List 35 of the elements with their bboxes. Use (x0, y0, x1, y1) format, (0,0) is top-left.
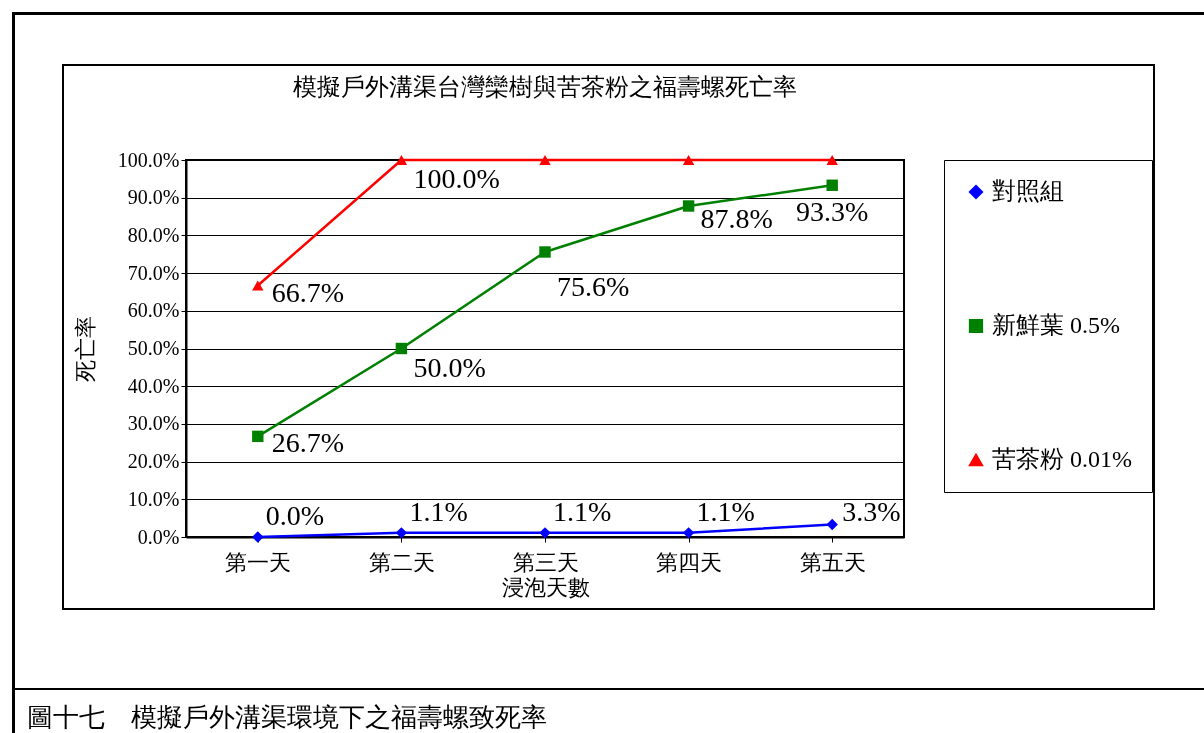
x-tick-label: 第二天 (368, 549, 435, 575)
y-tick-label: 100.0% (117, 148, 180, 171)
x-tick-label: 第四天 (656, 549, 723, 575)
legend-label: 苦茶粉 0.01% (992, 446, 1132, 472)
y-tick-label: 40.0% (127, 374, 180, 397)
y-tick-label: 50.0% (127, 337, 180, 359)
x-axis-title: 浸泡天數 (501, 574, 590, 600)
y-tick-label: 90.0% (127, 186, 180, 209)
y-axis-title: 死亡率 (72, 316, 98, 382)
data-label: 1.1% (553, 495, 612, 527)
data-label: 66.7% (271, 276, 345, 308)
data-label: 3.3% (842, 495, 901, 527)
y-tick-label: 80.0% (127, 223, 180, 246)
data-label: 50.0% (413, 351, 486, 383)
data-label: 93.3% (796, 196, 869, 228)
chart-title: 模擬戶外溝渠台灣欒樹與苦茶粉之福壽螺死亡率 (293, 74, 797, 100)
x-tick-label: 第三天 (512, 549, 579, 575)
y-tick-label: 10.0% (127, 487, 180, 510)
y-tick-label: 0.0% (137, 525, 180, 548)
y-tick-label: 30.0% (127, 412, 180, 435)
data-label: 75.6% (557, 270, 630, 302)
data-label: 0.0% (265, 500, 325, 531)
x-tick-label: 第一天 (225, 549, 292, 575)
x-tick-label: 第五天 (799, 549, 866, 575)
data-label: 26.7% (271, 427, 345, 459)
legend-label: 對照組 (992, 178, 1064, 204)
data-label: 100.0% (413, 163, 500, 194)
data-label: 87.8% (700, 202, 773, 234)
data-label: 1.1% (409, 495, 468, 527)
legend-label: 新鮮葉 0.5% (992, 312, 1120, 338)
data-label: 1.1% (696, 495, 755, 527)
y-tick-label: 60.0% (127, 299, 180, 322)
y-tick-label: 70.0% (127, 261, 180, 284)
text: 圖十七 模擬戶外溝渠環境下之福壽螺致死率 (12, 688, 1204, 733)
y-tick-label: 20.0% (127, 450, 180, 473)
